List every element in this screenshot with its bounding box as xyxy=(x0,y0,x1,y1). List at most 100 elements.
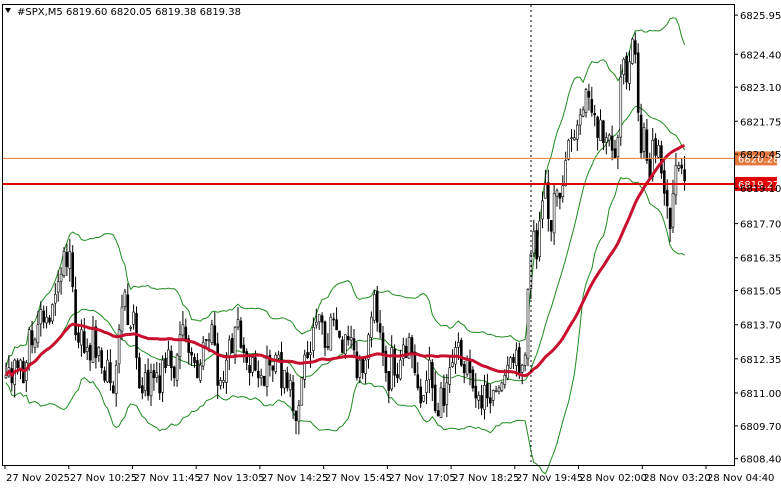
candle[interactable] xyxy=(230,333,234,354)
candle[interactable] xyxy=(416,362,420,391)
candle[interactable] xyxy=(567,138,570,161)
candle[interactable] xyxy=(628,50,631,91)
candle[interactable] xyxy=(323,320,327,357)
candle[interactable] xyxy=(355,341,359,381)
candle[interactable] xyxy=(677,161,681,172)
candle[interactable] xyxy=(297,399,301,435)
candle[interactable] xyxy=(468,349,472,386)
candle[interactable] xyxy=(303,349,307,388)
candle[interactable] xyxy=(439,382,443,419)
candle[interactable] xyxy=(433,371,437,414)
candle[interactable] xyxy=(312,317,315,358)
candle[interactable] xyxy=(375,285,379,332)
candle[interactable] xyxy=(372,289,376,324)
candle[interactable] xyxy=(631,37,634,65)
candle[interactable] xyxy=(451,349,454,368)
candle[interactable] xyxy=(349,325,353,349)
candle[interactable] xyxy=(549,220,553,242)
candle[interactable] xyxy=(509,356,512,369)
candle[interactable] xyxy=(642,122,646,159)
candle[interactable] xyxy=(48,314,51,325)
candle[interactable] xyxy=(285,366,289,392)
candle[interactable] xyxy=(36,310,40,348)
candle[interactable] xyxy=(526,288,530,367)
candle[interactable] xyxy=(152,363,156,391)
candle[interactable] xyxy=(259,368,263,386)
candle[interactable] xyxy=(71,245,74,293)
candle[interactable] xyxy=(251,353,254,377)
candle[interactable] xyxy=(500,381,504,392)
candle[interactable] xyxy=(178,321,182,370)
candle[interactable] xyxy=(109,349,112,391)
candle[interactable] xyxy=(129,325,132,332)
candle[interactable] xyxy=(657,139,660,159)
candle[interactable] xyxy=(248,356,251,386)
candle[interactable] xyxy=(112,380,115,394)
candle[interactable] xyxy=(602,119,605,151)
candle[interactable] xyxy=(674,152,678,205)
candle[interactable] xyxy=(167,340,170,366)
candle[interactable] xyxy=(491,389,495,407)
candle[interactable] xyxy=(462,360,466,384)
candle[interactable] xyxy=(573,129,576,141)
candle[interactable] xyxy=(564,151,568,187)
candle[interactable] xyxy=(27,327,31,371)
candle[interactable] xyxy=(665,179,669,219)
candle[interactable] xyxy=(161,355,164,403)
candle[interactable] xyxy=(68,238,72,282)
candle[interactable] xyxy=(88,342,92,371)
candle[interactable] xyxy=(535,223,539,269)
candle[interactable] xyxy=(430,359,434,402)
candle[interactable] xyxy=(613,139,617,159)
candle[interactable] xyxy=(62,247,66,278)
candle[interactable] xyxy=(474,373,478,408)
candle[interactable] xyxy=(541,191,544,229)
candle[interactable] xyxy=(126,283,130,326)
candle[interactable] xyxy=(639,103,643,160)
candle[interactable] xyxy=(320,312,324,335)
candle[interactable] xyxy=(587,83,591,111)
candle[interactable] xyxy=(85,338,89,361)
candle[interactable] xyxy=(625,52,628,90)
candle[interactable] xyxy=(175,352,179,387)
candle[interactable] xyxy=(193,353,196,368)
candle[interactable] xyxy=(512,353,515,370)
candle[interactable] xyxy=(515,342,518,377)
candle[interactable] xyxy=(488,383,492,414)
candle[interactable] xyxy=(149,363,153,407)
candle[interactable] xyxy=(346,325,350,346)
candle[interactable] xyxy=(158,362,161,400)
candle[interactable] xyxy=(100,347,103,374)
candle[interactable] xyxy=(236,306,240,331)
candle[interactable] xyxy=(448,356,452,393)
candle[interactable] xyxy=(222,370,225,389)
candle[interactable] xyxy=(558,192,562,210)
candle[interactable] xyxy=(381,326,385,366)
candle[interactable] xyxy=(459,337,463,367)
candle[interactable] xyxy=(584,87,588,118)
candle[interactable] xyxy=(552,184,556,246)
candle[interactable] xyxy=(616,134,620,170)
candle[interactable] xyxy=(633,32,637,64)
candle[interactable] xyxy=(306,341,309,360)
candle[interactable] xyxy=(483,374,486,420)
candle[interactable] xyxy=(494,385,498,393)
candle[interactable] xyxy=(332,312,336,327)
candle[interactable] xyxy=(213,312,217,347)
candle[interactable] xyxy=(326,333,330,351)
candle[interactable] xyxy=(239,317,243,349)
candle[interactable] xyxy=(610,125,614,161)
candle[interactable] xyxy=(599,109,602,141)
candle[interactable] xyxy=(33,337,37,354)
candle[interactable] xyxy=(210,319,214,346)
candle[interactable] xyxy=(288,373,292,398)
candle[interactable] xyxy=(314,308,318,329)
candle[interactable] xyxy=(106,349,109,384)
candle[interactable] xyxy=(294,410,298,434)
candle[interactable] xyxy=(425,370,428,404)
candle[interactable] xyxy=(172,365,176,387)
candle[interactable] xyxy=(74,276,77,341)
candle[interactable] xyxy=(338,330,341,339)
candle[interactable] xyxy=(155,361,159,383)
